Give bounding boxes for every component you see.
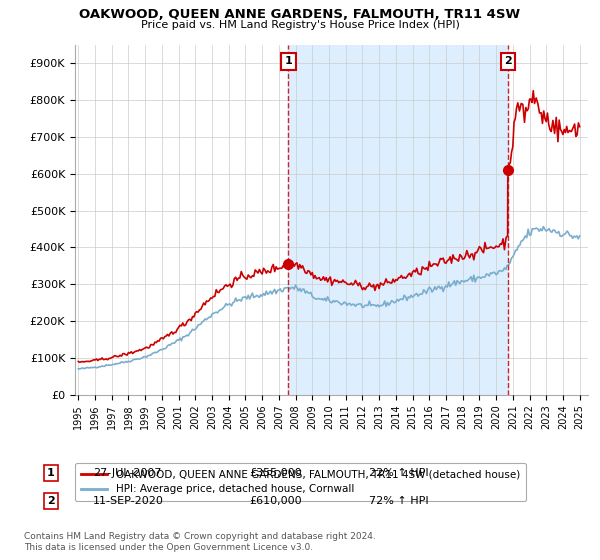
Text: 11-SEP-2020: 11-SEP-2020: [93, 496, 164, 506]
Text: 22% ↑ HPI: 22% ↑ HPI: [369, 468, 428, 478]
Text: 2: 2: [504, 57, 512, 67]
Text: 1: 1: [284, 57, 292, 67]
Text: Contains HM Land Registry data © Crown copyright and database right 2024.
This d: Contains HM Land Registry data © Crown c…: [24, 532, 376, 552]
Text: £355,000: £355,000: [249, 468, 302, 478]
Text: Price paid vs. HM Land Registry's House Price Index (HPI): Price paid vs. HM Land Registry's House …: [140, 20, 460, 30]
Text: 72% ↑ HPI: 72% ↑ HPI: [369, 496, 428, 506]
Text: 2: 2: [47, 496, 55, 506]
Bar: [289, 45, 508, 395]
Legend: OAKWOOD, QUEEN ANNE GARDENS, FALMOUTH, TR11 4SW (detached house), HPI: Average p: OAKWOOD, QUEEN ANNE GARDENS, FALMOUTH, T…: [75, 463, 526, 501]
Text: 27-JUL-2007: 27-JUL-2007: [93, 468, 161, 478]
Text: OAKWOOD, QUEEN ANNE GARDENS, FALMOUTH, TR11 4SW: OAKWOOD, QUEEN ANNE GARDENS, FALMOUTH, T…: [79, 8, 521, 21]
Text: £610,000: £610,000: [249, 496, 302, 506]
Text: 1: 1: [47, 468, 55, 478]
